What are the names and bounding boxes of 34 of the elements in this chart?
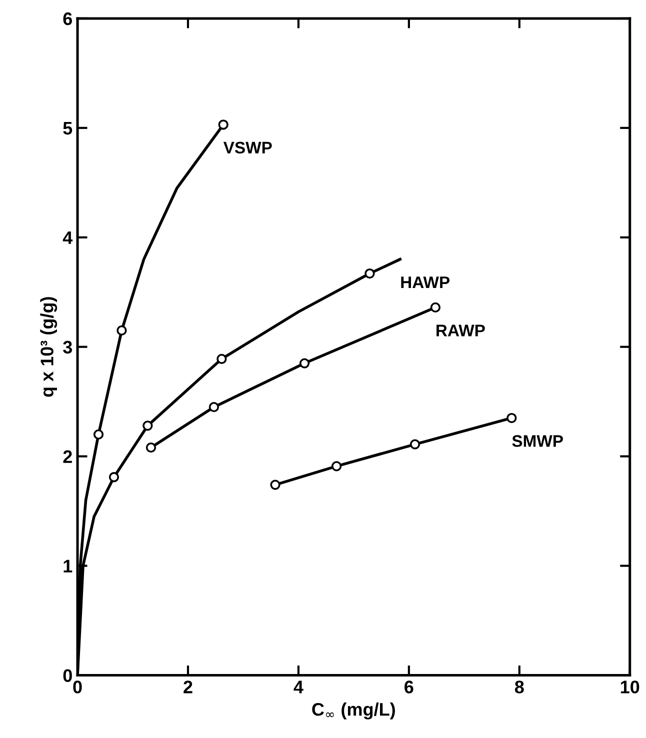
series-label: HAWP [401, 276, 450, 288]
point [299, 358, 310, 368]
y-axis-title: q x 10³ (g/g) [40, 297, 58, 397]
y-tick-label: 3 [63, 340, 72, 354]
series-label: VSWP [223, 142, 272, 154]
x-tick-label: 6 [404, 680, 414, 694]
series-label: SMWP [512, 435, 563, 447]
x-tick-label: 8 [514, 680, 524, 694]
point [116, 325, 127, 336]
y-tick-label: 5 [63, 122, 72, 135]
point [270, 480, 280, 490]
point [364, 268, 375, 279]
y-tick-label: 4 [62, 232, 73, 244]
x-tick-label: 2 [184, 680, 192, 694]
point [208, 402, 220, 412]
point [410, 439, 420, 450]
y-tick-label: 2 [63, 450, 72, 463]
series-label: RAWP [436, 324, 485, 336]
point [506, 412, 517, 424]
point [218, 120, 228, 130]
point [93, 429, 104, 440]
point [216, 354, 227, 364]
point [142, 420, 153, 431]
point [146, 442, 156, 453]
y-tick-label: 0 [63, 669, 72, 682]
x-tick-label: 10 [620, 680, 640, 694]
y-tick-label: 1 [64, 560, 72, 572]
point [430, 302, 440, 313]
x-tick-label: 0 [73, 680, 82, 694]
point [108, 472, 120, 482]
y-tick-label: 6 [63, 12, 72, 26]
x-tick-label: 4 [294, 680, 304, 694]
x-axis-title: C$_{∞}$ (mg/L) [312, 702, 395, 720]
point [331, 461, 342, 472]
